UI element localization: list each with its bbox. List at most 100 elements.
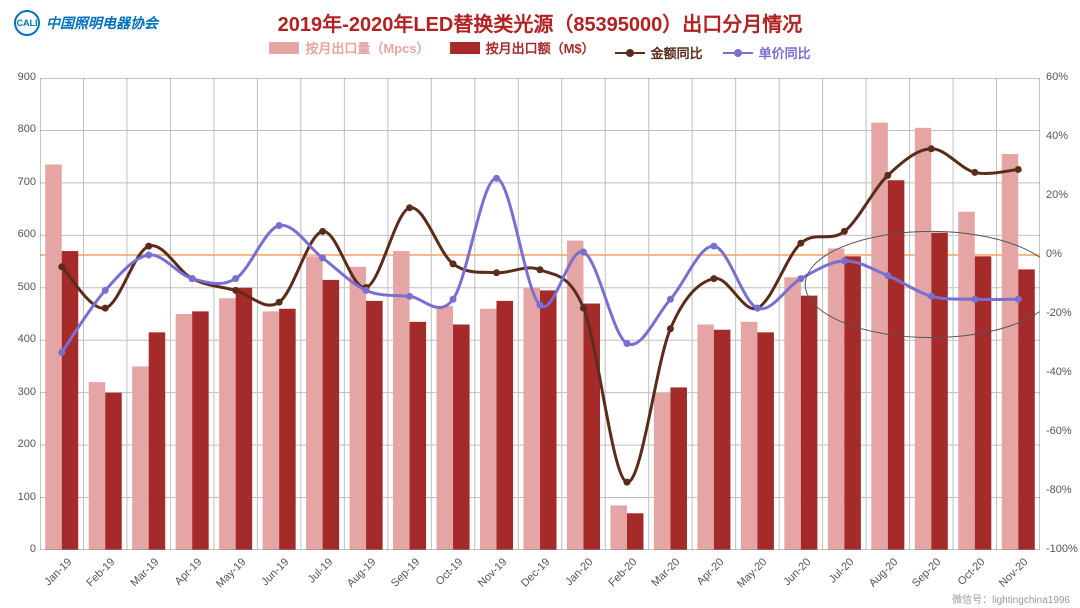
x-tick: Sep-19	[371, 556, 422, 607]
y-right-tick: 40%	[1046, 130, 1068, 142]
marker-valyoy	[710, 275, 717, 282]
bar-val	[323, 280, 340, 550]
marker-valyoy	[232, 287, 239, 294]
bar-vol	[219, 298, 236, 550]
marker-priceyoy	[102, 287, 109, 294]
marker-priceyoy	[363, 287, 370, 294]
marker-priceyoy	[450, 296, 457, 303]
marker-valyoy	[58, 263, 65, 270]
bar-val	[279, 309, 296, 550]
y-right-tick: 60%	[1046, 71, 1068, 83]
marker-valyoy	[797, 240, 804, 247]
marker-priceyoy	[841, 257, 848, 264]
marker-priceyoy	[145, 252, 152, 259]
marker-priceyoy	[971, 296, 978, 303]
bar-val	[105, 393, 122, 550]
y-right-tick: -100%	[1046, 543, 1078, 555]
bar-vol	[567, 241, 584, 550]
y-right-tick: -20%	[1046, 307, 1072, 319]
marker-valyoy	[319, 228, 326, 235]
marker-valyoy	[580, 305, 587, 312]
y-left-tick: 500	[2, 281, 36, 293]
marker-priceyoy	[580, 249, 587, 256]
marker-priceyoy	[884, 272, 891, 279]
marker-priceyoy	[537, 302, 544, 309]
bar-val	[1018, 269, 1035, 550]
marker-priceyoy	[276, 222, 283, 229]
y-right-tick: -80%	[1046, 484, 1072, 496]
bar-vol	[741, 322, 758, 550]
x-tick: Jan-20	[545, 556, 596, 607]
bar-val	[757, 332, 774, 550]
bar-val	[670, 387, 687, 550]
bar-vol	[89, 382, 106, 550]
bar-val	[236, 288, 253, 550]
bar-vol	[45, 165, 62, 550]
bar-val	[453, 324, 470, 550]
bar-vol	[350, 267, 367, 550]
marker-priceyoy	[1015, 296, 1022, 303]
bar-vol	[610, 505, 627, 550]
marker-priceyoy	[58, 349, 65, 356]
bar-val	[410, 322, 427, 550]
bar-vol	[263, 311, 280, 550]
y-right-tick: 0%	[1046, 248, 1062, 260]
bar-vol	[828, 248, 845, 550]
y-left-tick: 600	[2, 228, 36, 240]
bar-vol	[306, 256, 323, 550]
marker-priceyoy	[493, 175, 500, 182]
bar-val	[366, 301, 383, 550]
bar-val	[801, 296, 818, 550]
bar-vol	[523, 288, 540, 550]
bar-val	[540, 290, 557, 550]
marker-priceyoy	[406, 293, 413, 300]
marker-priceyoy	[667, 296, 674, 303]
plot-area: 0100200300400500600700800900-100%-80%-60…	[40, 78, 1040, 550]
marker-valyoy	[493, 269, 500, 276]
y-left-tick: 900	[2, 71, 36, 83]
marker-valyoy	[971, 169, 978, 176]
y-left-tick: 0	[2, 543, 36, 555]
marker-valyoy	[537, 266, 544, 273]
y-left-tick: 100	[2, 491, 36, 503]
bar-vol	[132, 366, 149, 550]
y-left-tick: 400	[2, 333, 36, 345]
bar-vol	[784, 277, 801, 550]
marker-priceyoy	[928, 293, 935, 300]
bar-vol	[958, 212, 975, 550]
y-left-tick: 700	[2, 176, 36, 188]
bar-val	[844, 256, 861, 550]
y-left-tick: 200	[2, 438, 36, 450]
marker-priceyoy	[623, 340, 630, 347]
legend-item-priceyoy: 单价同比	[723, 43, 811, 62]
bar-vol	[176, 314, 193, 550]
legend-item-val: 按月出口额（M$）	[450, 38, 595, 57]
marker-priceyoy	[797, 275, 804, 282]
bar-vol	[437, 306, 454, 550]
marker-valyoy	[406, 204, 413, 211]
y-right-tick: 20%	[1046, 189, 1068, 201]
x-tick: Nov-19	[458, 556, 509, 607]
chart-title: 2019年-2020年LED替换类光源（85395000）出口分月情况	[0, 8, 1080, 37]
marker-valyoy	[884, 172, 891, 179]
marker-priceyoy	[710, 243, 717, 250]
marker-valyoy	[928, 145, 935, 152]
marker-priceyoy	[754, 305, 761, 312]
bar-val	[192, 311, 209, 550]
y-right-tick: -60%	[1046, 425, 1072, 437]
bar-val	[149, 332, 166, 550]
legend-item-valyoy: 金额同比	[615, 43, 703, 62]
bar-vol	[654, 393, 671, 550]
marker-priceyoy	[232, 275, 239, 282]
marker-valyoy	[145, 243, 152, 250]
bar-val	[62, 251, 79, 550]
bar-val	[497, 301, 514, 550]
bar-vol	[697, 324, 714, 550]
bar-val	[627, 513, 644, 550]
watermark: 微信号：lightingchina1996	[952, 591, 1070, 606]
chart-svg	[40, 78, 1040, 550]
x-tick: Mar-20	[632, 556, 683, 607]
bar-vol	[1002, 154, 1019, 550]
marker-valyoy	[102, 305, 109, 312]
marker-valyoy	[450, 260, 457, 267]
